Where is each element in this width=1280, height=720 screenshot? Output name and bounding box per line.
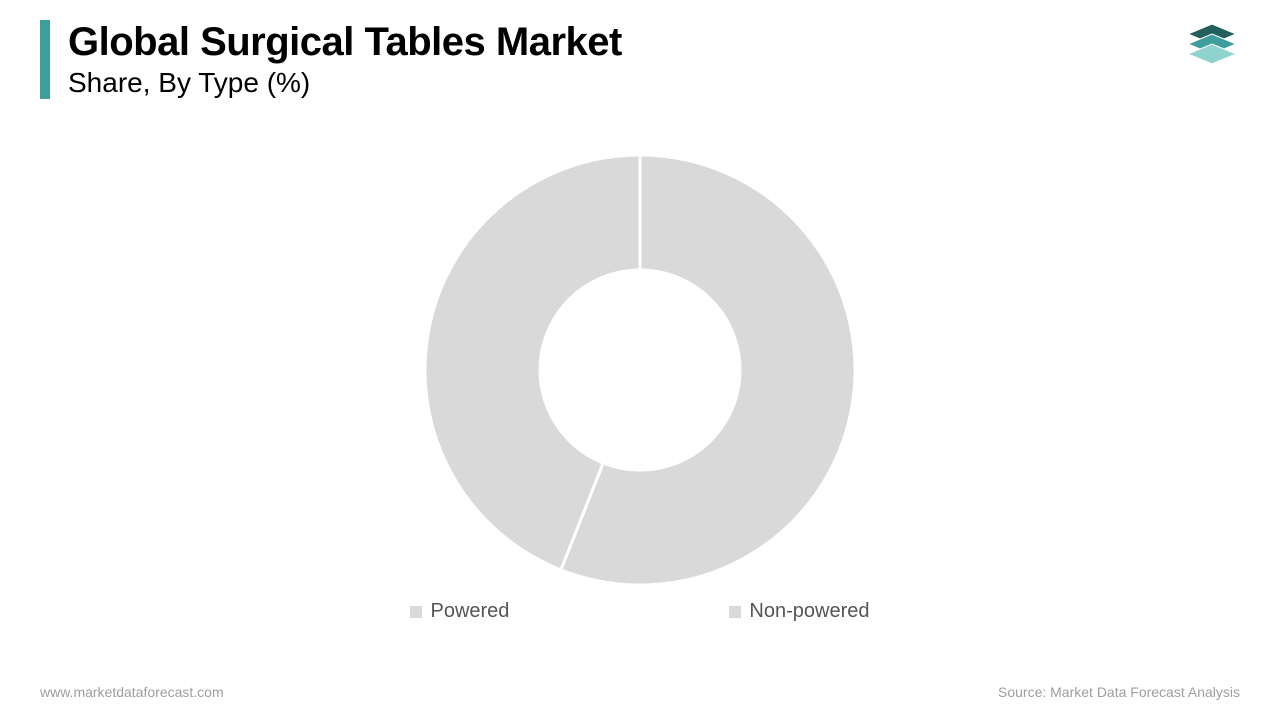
- title-block: Global Surgical Tables Market Share, By …: [40, 20, 1240, 99]
- brand-logo-icon: [1184, 18, 1240, 74]
- legend-swatch-icon: [410, 606, 422, 618]
- infographic-page: Global Surgical Tables Market Share, By …: [0, 0, 1280, 720]
- legend-swatch-icon: [729, 606, 741, 618]
- footer-url: www.marketdataforecast.com: [40, 684, 224, 700]
- legend-label: Powered: [430, 600, 509, 623]
- footer-source: Source: Market Data Forecast Analysis: [998, 684, 1240, 700]
- chart-legend: Powered Non-powered: [0, 600, 1280, 623]
- legend-item-powered: Powered: [410, 600, 509, 623]
- donut-chart: [0, 150, 1280, 590]
- page-title: Global Surgical Tables Market: [68, 20, 1240, 65]
- legend-label: Non-powered: [749, 600, 869, 623]
- header: Global Surgical Tables Market Share, By …: [40, 20, 1240, 99]
- legend-item-non-powered: Non-powered: [729, 600, 869, 623]
- page-subtitle: Share, By Type (%): [68, 67, 1240, 99]
